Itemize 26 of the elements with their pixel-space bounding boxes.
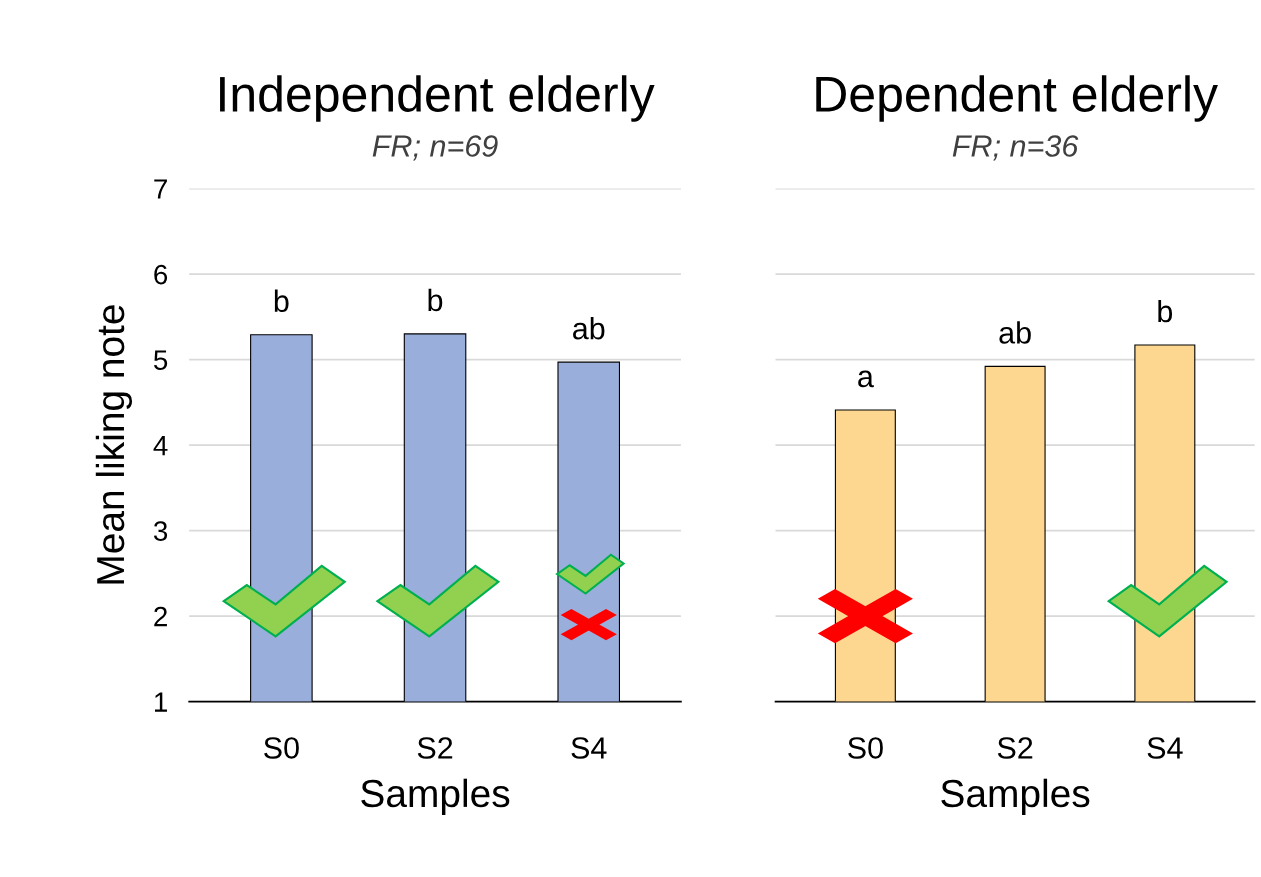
y-tick-label: 3 [153, 521, 168, 541]
x-axis-title: Samples [941, 778, 1090, 815]
x-tick-label: S0 [848, 737, 883, 759]
y-tick-label: 7 [154, 179, 167, 199]
chart-subtitle: FR; n=36 [952, 135, 1079, 161]
y-tick-label: 5 [153, 350, 168, 370]
annotation: a [858, 370, 874, 388]
y-tick-label: 4 [153, 436, 168, 456]
x-tick-label: S2 [417, 737, 453, 759]
x-tick-label: S4 [1147, 737, 1183, 759]
annotation: ab [573, 316, 605, 340]
x-tick-label: S0 [264, 737, 299, 759]
chart-title: Dependent elderly [816, 75, 1218, 122]
annotation: b [274, 289, 289, 313]
annotation: b [1158, 299, 1173, 323]
x-tick-label: S4 [571, 737, 607, 759]
x-tick-label: S2 [997, 737, 1033, 759]
y-tick-label: 2 [154, 606, 167, 627]
annotation: ab [999, 321, 1031, 344]
y-tick-label: 1 [154, 692, 167, 712]
y-axis-title: Mean liking note [95, 305, 133, 584]
chart-subtitle: FR; n=69 [372, 135, 498, 161]
chart-title: Independent elderly [220, 75, 655, 122]
y-tick-label: 6 [154, 264, 168, 285]
annotation: b [428, 288, 443, 312]
x-axis-title: Samples [361, 778, 510, 815]
